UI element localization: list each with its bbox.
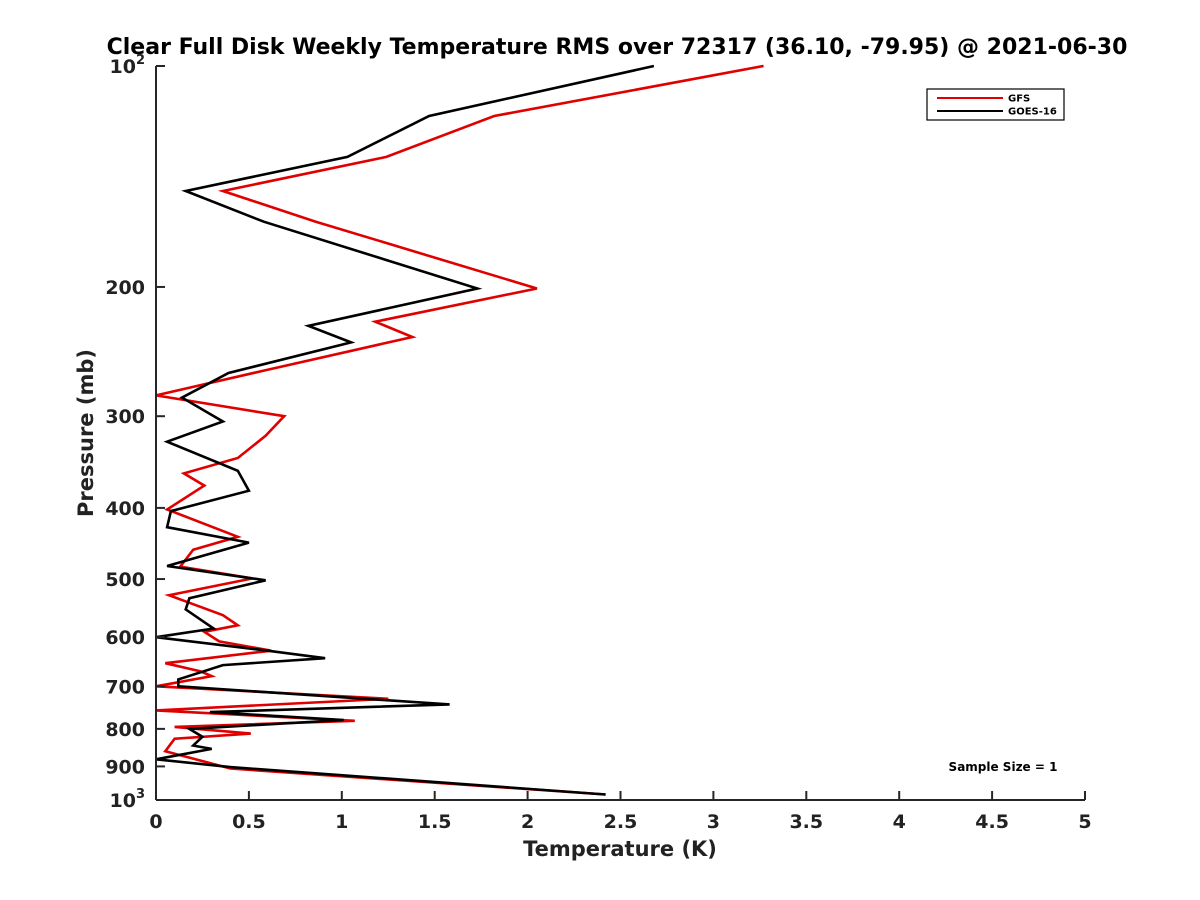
y-tick-label: 102 (110, 53, 146, 78)
legend: GFS GOES-16 (926, 88, 1065, 121)
x-tick-label: 3.5 (789, 811, 823, 833)
legend-label-gfs: GFS (1008, 94, 1030, 105)
y-tick-label: 400 (105, 498, 145, 520)
x-tick-label: 4.5 (975, 811, 1009, 833)
x-tick-label: 2.5 (604, 811, 638, 833)
y-tick-label: 900 (105, 756, 145, 778)
x-tick-label: 0 (149, 811, 162, 833)
x-tick-label: 0.5 (232, 811, 266, 833)
y-tick-label: 500 (105, 569, 145, 591)
series-line-gfs (155, 64, 764, 796)
x-tick-label: 2 (521, 811, 534, 833)
x-tick-label: 3 (707, 811, 720, 833)
series-line-goes16 (155, 64, 655, 796)
y-tick-label: 600 (105, 627, 145, 649)
y-tick-label: 800 (105, 719, 145, 741)
axes: 0 0.5 1 1.5 2 2.5 3 3.5 4 4.5 5 102 200 300 400 500 600 7… (105, 53, 1091, 833)
x-tick-label: 1 (335, 811, 348, 833)
y-tick-label: 300 (105, 406, 145, 428)
y-tick-label: 200 (105, 277, 145, 299)
sample-size-annotation: Sample Size = 1 (949, 760, 1058, 774)
plot-area (155, 64, 764, 796)
x-tick-label: 4 (893, 811, 906, 833)
y-tick-label: 700 (105, 676, 145, 698)
y-tick-label: 103 (110, 787, 146, 812)
chart-title: Clear Full Disk Weekly Temperature RMS o… (107, 35, 1128, 60)
x-tick-label: 5 (1078, 811, 1091, 833)
y-axis-label: Pressure (mb) (74, 349, 98, 517)
legend-box (926, 88, 1065, 121)
x-tick-label: 1.5 (418, 811, 452, 833)
x-axis-label: Temperature (K) (523, 837, 717, 861)
legend-label-goes16: GOES-16 (1008, 107, 1057, 118)
